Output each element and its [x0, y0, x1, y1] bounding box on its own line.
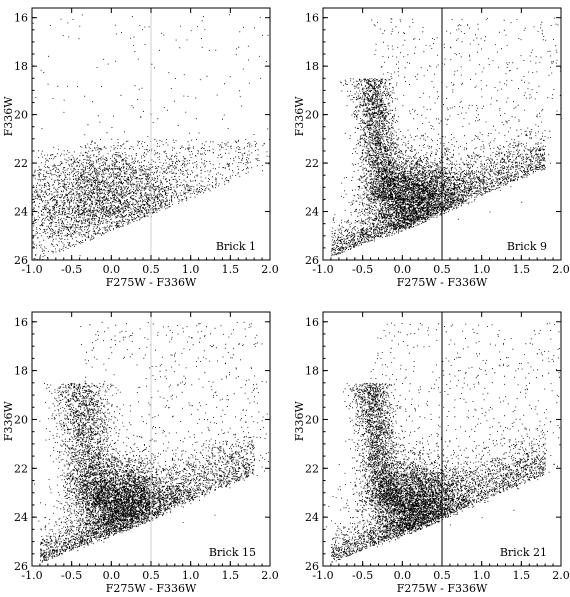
x-tick-label: -1.0 [21, 263, 42, 276]
y-tick-label: 24 [305, 206, 319, 219]
panel-brick-21: -1.0 -0.5 0.0 0.5 1.0 1.5 2.0 16 18 20 22 24 26 F275… [293, 311, 570, 595]
x-tick-label: 0.0 [394, 263, 412, 276]
y-axis-label: F336W [2, 401, 15, 442]
panel-label: Brick 21 [500, 546, 547, 559]
y-tick-label: 24 [14, 206, 28, 219]
axis-ticks: -1.0 -0.5 0.0 0.5 1.0 1.5 2.0 16 18 20 22 24 26 [14, 312, 279, 582]
x-tick-label: 0.0 [103, 263, 121, 276]
x-tick-label: -1.0 [312, 263, 333, 276]
panel-label-background [499, 544, 551, 560]
y-tick-label: 22 [14, 157, 28, 170]
x-tick-label: 0.0 [103, 569, 121, 582]
y-tick-label: 24 [305, 511, 319, 524]
x-tick-label: 2.0 [261, 263, 279, 276]
panel-label: Brick 9 [507, 240, 547, 253]
y-tick-label: 16 [14, 316, 28, 329]
axis-ticks: -1.0 -0.5 0.0 0.5 1.0 1.5 2.0 16 18 20 22 24 26 [305, 312, 570, 582]
y-tick-label: 16 [14, 12, 28, 25]
panel-label: Brick 15 [209, 546, 256, 559]
y-tick-label: 24 [14, 511, 28, 524]
y-tick-label: 16 [305, 316, 319, 329]
y-tick-label: 18 [305, 60, 319, 73]
panel-label-background [208, 544, 260, 560]
x-tick-label: -0.5 [352, 569, 373, 582]
x-tick-label: 2.0 [552, 263, 570, 276]
y-tick-label: 26 [14, 254, 28, 267]
y-tick-label: 22 [14, 462, 28, 475]
x-tick-label: 0.0 [394, 569, 412, 582]
y-axis-label: F336W [2, 96, 15, 137]
panel-label: Brick 1 [216, 240, 256, 253]
y-tick-label: 26 [14, 560, 28, 573]
panel-label-background [208, 238, 260, 254]
y-tick-label: 22 [305, 157, 319, 170]
x-tick-label: 1.5 [513, 569, 531, 582]
y-tick-label: 20 [305, 109, 319, 122]
x-tick-label: 1.0 [473, 569, 491, 582]
x-tick-label: 1.5 [513, 263, 531, 276]
y-tick-label: 20 [14, 413, 28, 426]
y-axis-label: F336W [293, 401, 306, 442]
y-tick-label: 18 [14, 365, 28, 378]
x-tick-label: 0.5 [142, 569, 160, 582]
x-tick-label: 0.5 [433, 263, 451, 276]
y-tick-label: 22 [305, 462, 319, 475]
y-tick-label: 26 [305, 560, 319, 573]
x-axis-label: F275W - F336W [106, 276, 197, 289]
x-tick-label: 1.0 [473, 263, 491, 276]
star-points [32, 14, 271, 260]
y-tick-label: 20 [305, 413, 319, 426]
panel-brick-9: -1.0 -0.5 0.0 0.5 1.0 1.5 2.0 16 18 20 22 24 26 F275… [293, 7, 570, 289]
x-axis-label: F275W - F336W [397, 582, 488, 595]
x-tick-label: 2.0 [261, 569, 279, 582]
star-points [326, 322, 561, 565]
x-tick-label: -0.5 [61, 569, 82, 582]
x-axis-label: F275W - F336W [106, 582, 197, 595]
scatter-points [326, 322, 561, 565]
x-tick-label: 0.5 [142, 263, 160, 276]
scatter-points [32, 14, 271, 260]
x-tick-label: -0.5 [61, 263, 82, 276]
y-tick-label: 16 [305, 12, 319, 25]
x-tick-label: -1.0 [312, 569, 333, 582]
x-tick-label: -0.5 [352, 263, 373, 276]
axis-ticks: -1.0 -0.5 0.0 0.5 1.0 1.5 2.0 16 18 20 22 24 26 [305, 8, 570, 276]
scatter-points [325, 17, 562, 259]
x-tick-label: -1.0 [21, 569, 42, 582]
panel-brick-1: -1.0 -0.5 0.0 0.5 1.0 1.5 2.0 16 18 20 22 24 26 F275… [2, 7, 279, 289]
x-tick-label: 2.0 [552, 569, 570, 582]
x-tick-label: 1.5 [222, 263, 240, 276]
x-axis-label: F275W - F336W [397, 276, 488, 289]
x-tick-label: 1.5 [222, 569, 240, 582]
axis-ticks: -1.0 -0.5 0.0 0.5 1.0 1.5 2.0 16 18 20 22 24 26 [14, 8, 279, 276]
x-tick-label: 1.0 [182, 569, 200, 582]
y-axis-label: F336W [293, 96, 306, 137]
star-points [325, 17, 562, 259]
x-tick-label: 1.0 [182, 263, 200, 276]
y-tick-label: 20 [14, 109, 28, 122]
panel-brick-15: -1.0 -0.5 0.0 0.5 1.0 1.5 2.0 16 18 20 22 24 26 F275… [2, 311, 279, 595]
x-tick-label: 0.5 [433, 569, 451, 582]
y-tick-label: 18 [305, 365, 319, 378]
y-tick-label: 26 [305, 254, 319, 267]
panel-label-background [499, 238, 551, 254]
y-tick-label: 18 [14, 60, 28, 73]
